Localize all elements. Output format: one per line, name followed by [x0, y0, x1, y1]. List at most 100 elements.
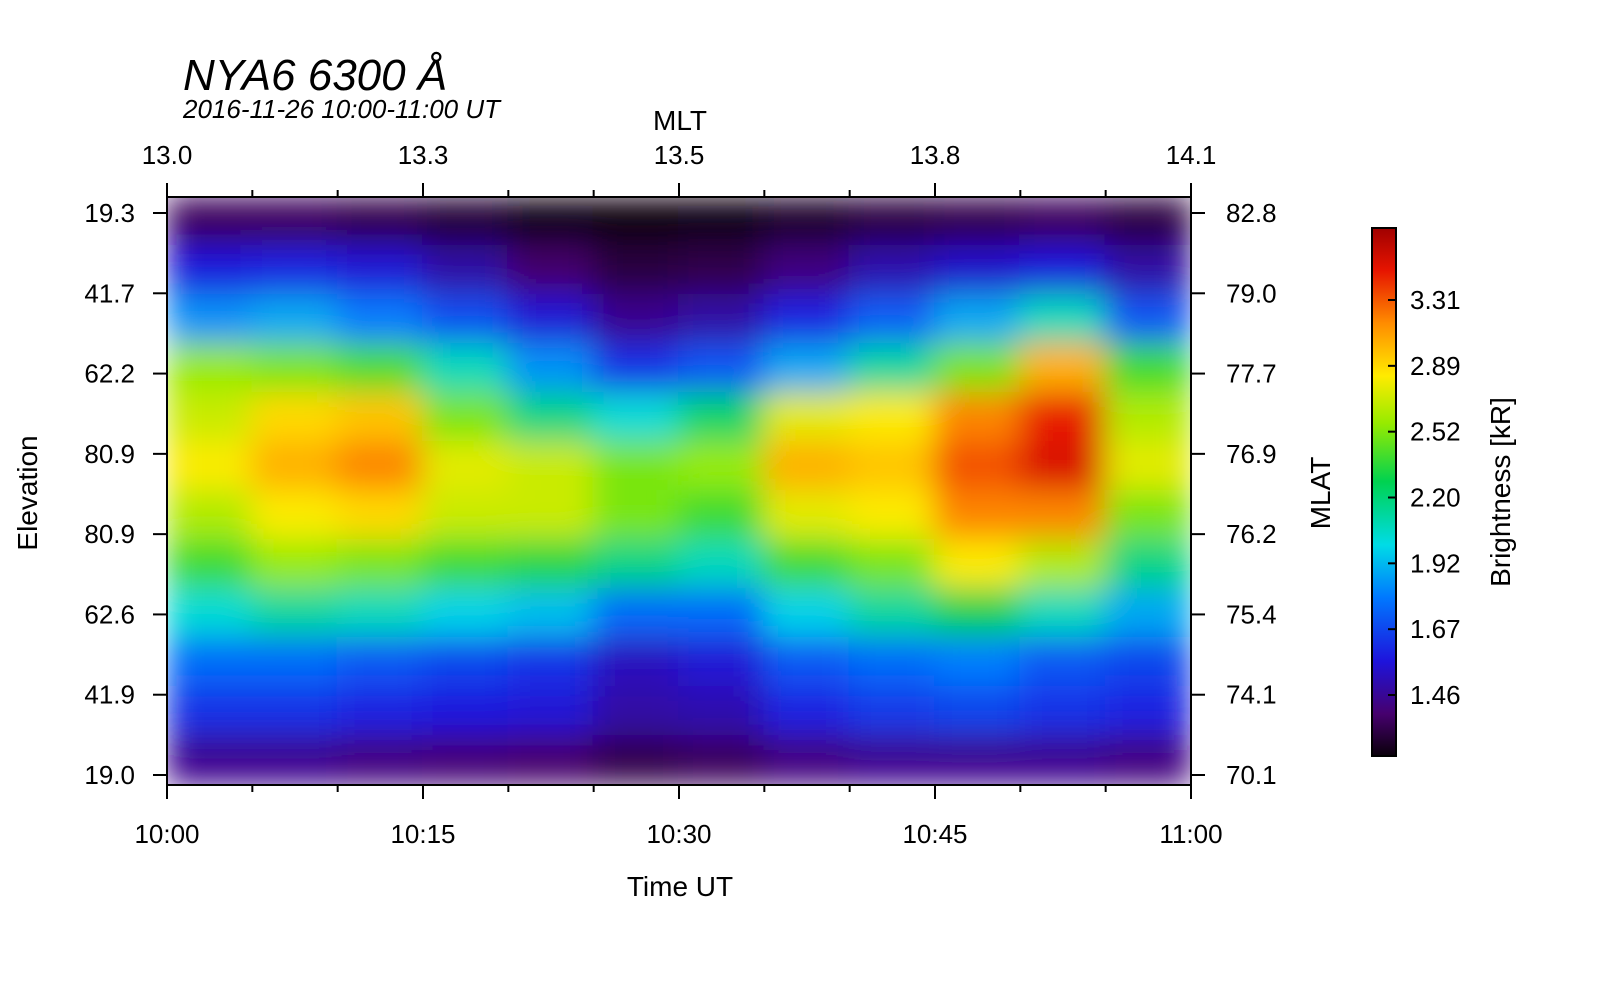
- heatmap-cell: [934, 539, 1022, 590]
- heatmap-cell: [422, 735, 510, 785]
- y-right-tick-label: 82.8: [1226, 198, 1277, 228]
- y-left-tick-label: 62.6: [84, 599, 135, 629]
- heatmap-cell: [1104, 197, 1191, 247]
- heatmap-cell: [934, 735, 1022, 785]
- heatmap-cell: [934, 197, 1022, 247]
- heatmap-cell: [848, 735, 936, 785]
- heatmap-cell: [678, 637, 766, 688]
- heatmap-cell: [251, 490, 339, 541]
- heatmap-cell: [422, 245, 510, 296]
- x-top-tick-label: 13.3: [398, 140, 449, 170]
- heatmap-cell: [1019, 197, 1107, 247]
- x-tick-label: 10:00: [134, 819, 199, 849]
- heatmap-cell: [592, 539, 680, 590]
- heatmap-cell: [507, 637, 595, 688]
- heatmap-cell: [934, 588, 1022, 639]
- heatmap-cell: [1104, 588, 1191, 639]
- heatmap-cell: [336, 392, 424, 443]
- y-right-tick-label: 74.1: [1226, 680, 1277, 710]
- y-right-tick-label: 76.9: [1226, 439, 1277, 469]
- colorbar-tick-label: 3.31: [1410, 285, 1461, 315]
- y-right-tick-label: 70.1: [1226, 760, 1277, 790]
- y-right-tick-label: 76.2: [1226, 519, 1277, 549]
- x-tick-label: 11:00: [1159, 819, 1222, 849]
- heatmap-cell: [592, 490, 680, 541]
- heatmap-cell: [1104, 441, 1191, 492]
- heatmap-cell: [167, 392, 254, 443]
- heatmap-cell: [1104, 735, 1191, 785]
- heatmap-area: [167, 197, 1191, 785]
- heatmap-cell: [336, 637, 424, 688]
- heatmap-cell: [1019, 343, 1107, 394]
- heatmap-cell: [678, 490, 766, 541]
- heatmap-cell: [934, 343, 1022, 394]
- heatmap-cell: [848, 686, 936, 737]
- heatmap-cell: [848, 637, 936, 688]
- heatmap-cell: [336, 735, 424, 785]
- colorbar-tick-label: 2.89: [1410, 351, 1461, 381]
- y-left-tick-label: 80.9: [84, 519, 135, 549]
- heatmap-cell: [251, 343, 339, 394]
- heatmap-cell: [336, 490, 424, 541]
- heatmap-cell: [336, 197, 424, 247]
- colorbar-label: Brightness [kR]: [1485, 397, 1516, 587]
- chart-title: NYA6 6300 Å: [183, 51, 447, 100]
- heatmap-cell: [507, 343, 595, 394]
- heatmap-cell: [934, 441, 1022, 492]
- colorbar-tick-label: 2.20: [1410, 483, 1461, 513]
- heatmap-cell: [167, 686, 254, 737]
- x-top-tick-label: 13.5: [654, 140, 705, 170]
- x-top-tick-label: 13.0: [142, 140, 193, 170]
- heatmap-cell: [678, 294, 766, 345]
- x-axis-label: Time UT: [627, 871, 733, 902]
- heatmap-cell: [934, 392, 1022, 443]
- axis-ticks: 10:00 10:15 10:30 10:45 11:00 13.0 13.3 13.5 13.…: [84, 140, 1276, 849]
- heatmap-cell: [763, 245, 851, 296]
- heatmap-cell: [592, 245, 680, 296]
- heatmap-cell: [678, 441, 766, 492]
- x-tick-label: 10:30: [646, 819, 711, 849]
- heatmap-cell: [167, 735, 254, 785]
- heatmap-cell: [848, 343, 936, 394]
- heatmap-cell: [167, 343, 254, 394]
- heatmap-cell: [1104, 343, 1191, 394]
- heatmap-cell: [507, 588, 595, 639]
- heatmap-cell: [507, 686, 595, 737]
- y-left-tick-label: 19.0: [84, 760, 135, 790]
- heatmap-cell: [1019, 245, 1107, 296]
- heatmap-cell: [507, 392, 595, 443]
- heatmap-cell: [934, 686, 1022, 737]
- heatmap-cell: [763, 343, 851, 394]
- heatmap-cell: [592, 588, 680, 639]
- colorbar-tick-label: 2.52: [1410, 417, 1461, 447]
- heatmap-cell: [1104, 294, 1191, 345]
- heatmap-cell: [763, 197, 851, 247]
- heatmap-cell: [1019, 294, 1107, 345]
- heatmap-cell: [336, 294, 424, 345]
- heatmap-cell: [763, 392, 851, 443]
- heatmap-cell: [1104, 686, 1191, 737]
- heatmap-cell: [1104, 539, 1191, 590]
- heatmap-cell: [1104, 637, 1191, 688]
- heatmap-cell: [1019, 637, 1107, 688]
- y-left-tick-label: 19.3: [84, 198, 135, 228]
- heatmap-cell: [422, 539, 510, 590]
- heatmap-cell: [678, 392, 766, 443]
- heatmap-cell: [336, 441, 424, 492]
- heatmap-cell: [1104, 392, 1191, 443]
- heatmap-cell: [678, 588, 766, 639]
- heatmap-cell: [167, 245, 254, 296]
- x-tick-label: 10:45: [902, 819, 967, 849]
- heatmap-cell: [507, 539, 595, 590]
- heatmap-cell: [592, 294, 680, 345]
- heatmap-cell: [422, 441, 510, 492]
- colorbar-ticks: 3.31 2.89 2.52 2.20 1.92 1.67 1.46: [1388, 285, 1461, 710]
- heatmap-cell: [848, 294, 936, 345]
- x-top-tick-label: 13.8: [910, 140, 961, 170]
- heatmap-cell: [678, 197, 766, 247]
- y-left-tick-label: 41.9: [84, 680, 135, 710]
- heatmap-cell: [678, 539, 766, 590]
- x-top-tick-label: 14.1: [1166, 140, 1217, 170]
- heatmap-cell: [592, 343, 680, 394]
- heatmap-cell: [934, 294, 1022, 345]
